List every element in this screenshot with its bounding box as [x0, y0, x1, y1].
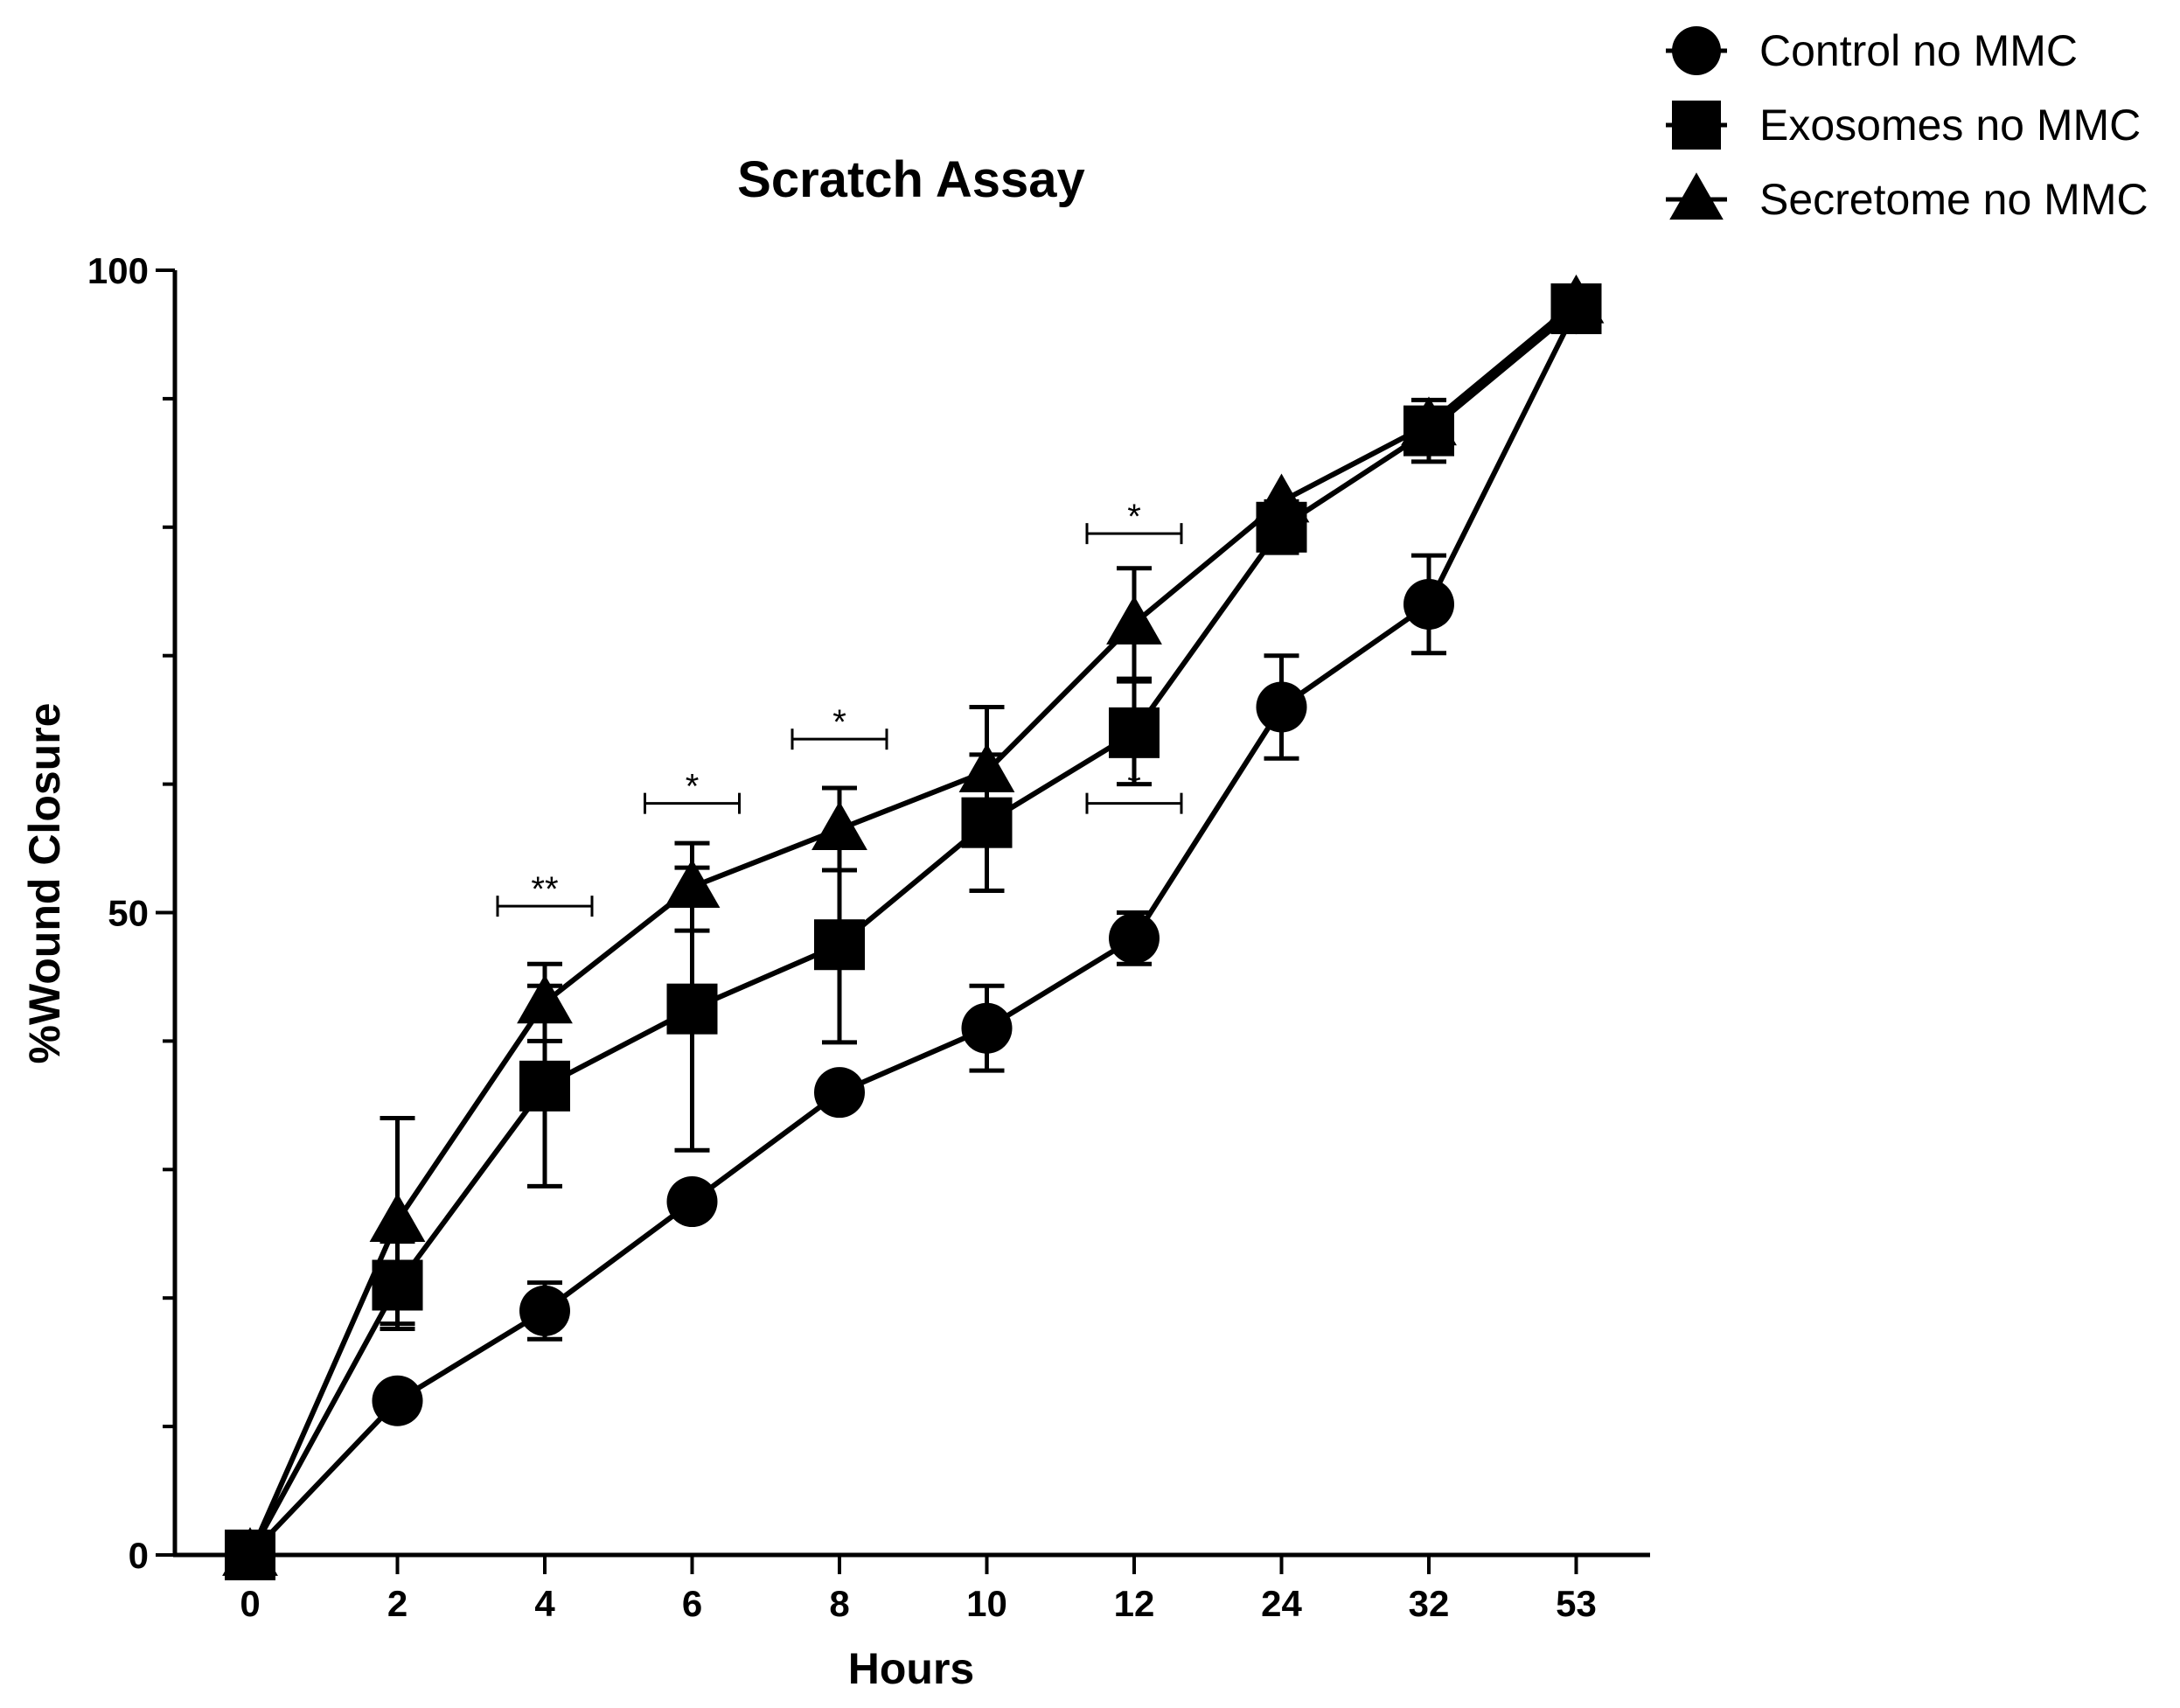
data-point-triangle — [1401, 396, 1457, 446]
legend-label: Secretome no MMC — [1759, 175, 2149, 224]
data-point-circle — [961, 1002, 1013, 1054]
sig-label: * — [1127, 498, 1141, 536]
data-point-square — [961, 797, 1013, 848]
x-tick-label: 53 — [1556, 1583, 1597, 1624]
data-point-circle — [1109, 912, 1160, 964]
legend: Control no MMC Exosomes no MMC Secretome n… — [1666, 26, 2149, 224]
data-point-circle — [814, 1067, 865, 1119]
x-tick-label: 12 — [1114, 1583, 1155, 1624]
y-tick-label: 50 — [108, 893, 149, 934]
series-line-0 — [247, 307, 1579, 1558]
x-axis-label: Hours — [848, 1644, 974, 1693]
data-point-square — [666, 983, 718, 1035]
sig-label: * — [832, 703, 846, 742]
x-tick-label: 6 — [682, 1583, 702, 1624]
x-tick-label: 10 — [966, 1583, 1007, 1624]
series-lines — [247, 300, 1579, 1558]
legend-label: Control no MMC — [1759, 26, 2078, 75]
series-line-1 — [247, 306, 1578, 1557]
chart-title: Scratch Assay — [737, 151, 1085, 208]
x-tick-label: 4 — [534, 1583, 555, 1624]
y-tick-label: 100 — [87, 250, 149, 291]
data-point-triangle — [369, 1193, 426, 1242]
x-tick-label: 8 — [829, 1583, 849, 1624]
legend-marker-circle — [1672, 26, 1721, 75]
data-point-circle — [372, 1375, 423, 1426]
y-axis-label: %Wound Closure — [20, 703, 69, 1064]
x-tick-label: 24 — [1261, 1583, 1302, 1624]
x-tick-label: 0 — [240, 1583, 260, 1624]
x-tick-label: 32 — [1409, 1583, 1450, 1624]
legend-marker-square — [1672, 101, 1721, 150]
sig-label: * — [1127, 768, 1141, 806]
data-point-square — [519, 1060, 570, 1112]
data-point-square — [372, 1259, 423, 1311]
data-point-triangle — [664, 859, 721, 909]
data-point-square — [814, 919, 865, 971]
series-markers — [222, 274, 1605, 1580]
data-point-circle — [519, 1285, 570, 1336]
data-point-circle — [1403, 578, 1454, 630]
data-point-triangle — [811, 801, 867, 850]
sig-label: ** — [531, 870, 558, 909]
y-axis-ticks: 0 50 100 — [87, 250, 175, 1576]
data-point-triangle — [1253, 473, 1310, 523]
significance-annotations: ****** — [496, 498, 1183, 917]
data-point-triangle — [222, 1527, 278, 1576]
data-point-triangle — [1548, 274, 1605, 324]
data-point-circle — [1256, 681, 1307, 733]
data-point-triangle — [517, 974, 573, 1024]
x-axis-ticks: 0 2 4 6 8 10 12 24 32 53 — [240, 1555, 1597, 1624]
legend-marker-triangle — [1669, 172, 1724, 220]
series-line-2 — [247, 300, 1578, 1557]
data-point-square — [1109, 707, 1160, 758]
data-point-circle — [666, 1176, 718, 1228]
sig-label: * — [686, 768, 700, 806]
data-point-triangle — [1106, 596, 1162, 645]
legend-label: Exosomes no MMC — [1759, 101, 2141, 150]
x-tick-label: 2 — [387, 1583, 407, 1624]
y-tick-label: 0 — [129, 1535, 149, 1576]
data-point-triangle — [958, 743, 1015, 792]
